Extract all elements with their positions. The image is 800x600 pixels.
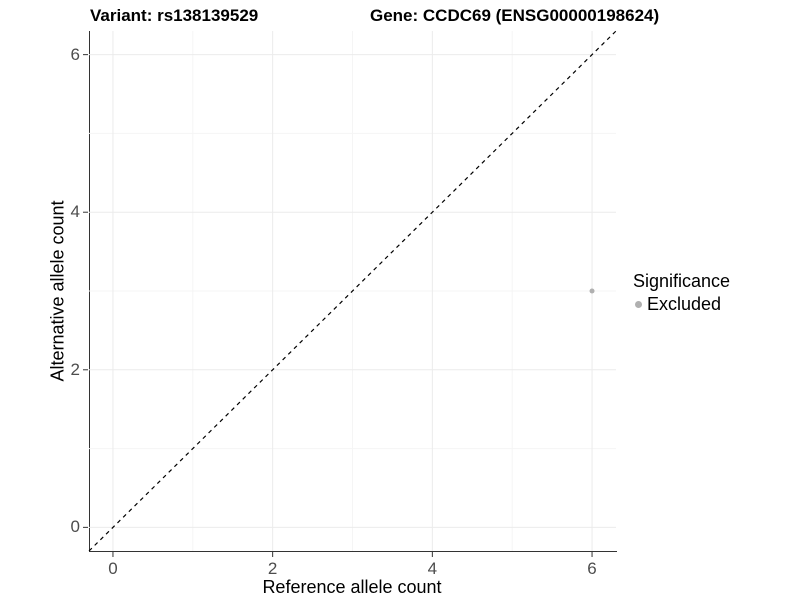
y-tick-label: 2 bbox=[70, 359, 80, 379]
legend: Significance Excluded bbox=[633, 271, 730, 315]
x-axis-title: Reference allele count bbox=[262, 577, 442, 597]
x-tick-label: 4 bbox=[427, 559, 438, 578]
legend-item-excluded: Excluded bbox=[633, 294, 730, 315]
x-tick-label: 2 bbox=[267, 559, 278, 578]
data-point bbox=[589, 288, 595, 294]
x-tick-label: 6 bbox=[587, 559, 597, 578]
legend-title: Significance bbox=[633, 271, 731, 291]
identity-reference-line bbox=[88, 30, 617, 552]
legend-key-point-icon bbox=[635, 301, 642, 308]
plot-title-gene: Gene: CCDC69 (ENSG00000198624) bbox=[370, 6, 660, 25]
y-tick-label: 4 bbox=[70, 202, 80, 222]
legend-item-label: Excluded bbox=[647, 294, 722, 314]
y-tick-label: 6 bbox=[70, 44, 80, 64]
plot-title-variant: Variant: rs138139529 bbox=[90, 6, 259, 25]
x-tick-label: 0 bbox=[108, 559, 118, 578]
y-axis-title: Alternative allele count bbox=[47, 200, 68, 382]
y-tick-label: 0 bbox=[70, 517, 80, 537]
